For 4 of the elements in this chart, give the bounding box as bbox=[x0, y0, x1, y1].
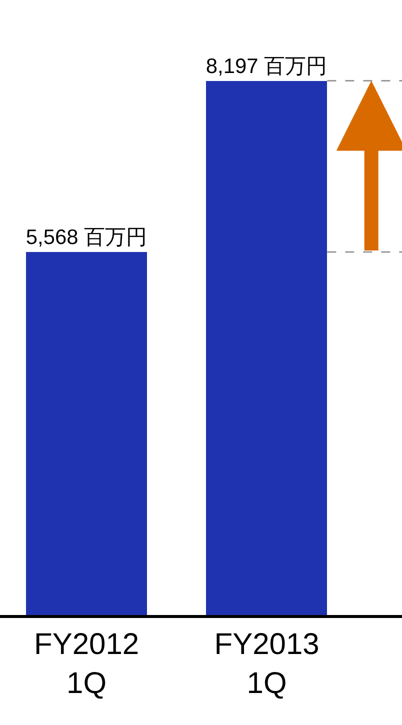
x-tick-label: FY2013 1Q bbox=[214, 628, 320, 700]
x-tick-label: FY2012 1Q bbox=[34, 628, 140, 700]
data-label: 8,197 百万円 bbox=[206, 54, 328, 78]
data-label: 5,568 百万円 bbox=[26, 226, 148, 249]
